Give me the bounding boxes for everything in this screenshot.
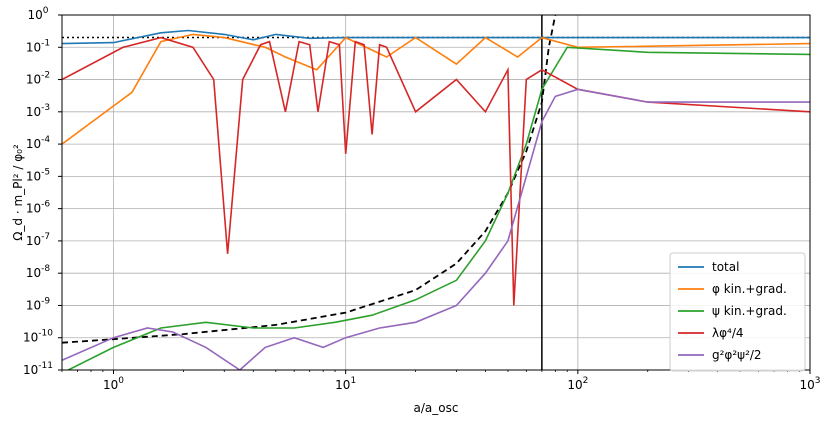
legend-label: λφ⁴/4 xyxy=(712,326,744,340)
y-tick-label: 10-2 xyxy=(26,71,50,87)
reference-lines xyxy=(62,15,810,370)
y-tick-label: 10-1 xyxy=(26,38,50,54)
reference-dashed-curve xyxy=(62,15,557,344)
legend-box xyxy=(669,252,806,372)
y-axis-label: Ω_d · m_Pl² / φ₀² xyxy=(11,144,25,241)
y-tick-label: 10-11 xyxy=(23,361,53,377)
series-layer xyxy=(62,29,810,370)
y-tick-label: 10-9 xyxy=(26,296,51,312)
x-tick-label: 101 xyxy=(335,376,356,392)
y-tick-label: 10-8 xyxy=(26,264,51,280)
y-tick-label: 10-3 xyxy=(26,103,50,119)
series-line xyxy=(62,36,810,306)
y-axis-ticks: 100 10-1 10-2 10-3 10-4 10-5 10-6 10-7 10-8 10-9 1… xyxy=(23,6,62,377)
y-tick-label: 10-4 xyxy=(26,135,51,151)
plot-frame xyxy=(61,14,811,371)
legend-label: ψ kin.+grad. xyxy=(712,304,787,318)
grid xyxy=(62,14,811,371)
x-tick-label: 102 xyxy=(567,376,588,392)
y-tick-label: 100 xyxy=(27,6,48,22)
y-tick-label: 10-10 xyxy=(23,329,53,345)
x-axis-label: a/a_osc xyxy=(414,401,459,415)
x-tick-label: 100 xyxy=(103,376,124,392)
series-line xyxy=(66,46,810,370)
x-tick-label: 103 xyxy=(799,376,820,392)
legend-label: φ kin.+grad. xyxy=(712,282,787,296)
y-tick-label: 10-7 xyxy=(26,232,50,248)
legend-label: g²φ²ψ²/2 xyxy=(712,348,762,362)
legend-label: total xyxy=(712,260,739,274)
series-line xyxy=(62,33,810,145)
y-tick-label: 10-5 xyxy=(26,167,50,183)
legend: total φ kin.+grad. ψ kin.+grad. λφ⁴/4 g²φ²ψ²… xyxy=(669,252,806,372)
y-tick-label: 10-6 xyxy=(26,200,51,216)
x-axis-ticks: 100 101 102 103 xyxy=(61,370,821,392)
series-line xyxy=(62,88,810,370)
